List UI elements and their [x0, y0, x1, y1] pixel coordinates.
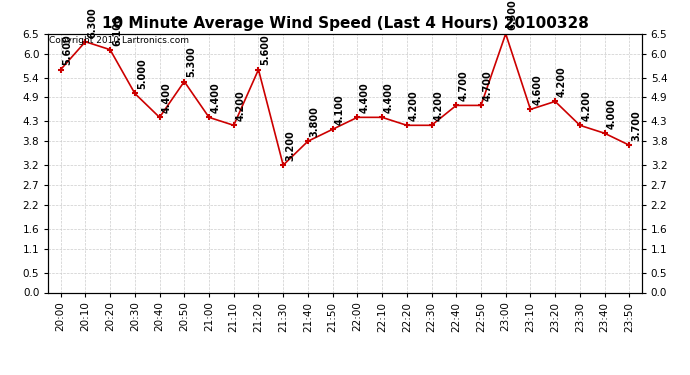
Text: 4.100: 4.100	[335, 94, 344, 125]
Text: Copyright 2010 Lartronics.com: Copyright 2010 Lartronics.com	[50, 36, 190, 45]
Title: 10 Minute Average Wind Speed (Last 4 Hours) 20100328: 10 Minute Average Wind Speed (Last 4 Hou…	[101, 16, 589, 31]
Text: 4.200: 4.200	[557, 66, 567, 97]
Text: 4.000: 4.000	[607, 98, 617, 129]
Text: 5.000: 5.000	[137, 58, 147, 89]
Text: 6.500: 6.500	[508, 0, 518, 30]
Text: 5.600: 5.600	[63, 34, 72, 65]
Text: 4.600: 4.600	[533, 75, 542, 105]
Text: 4.200: 4.200	[408, 90, 419, 121]
Text: 3.200: 3.200	[285, 130, 295, 161]
Text: 6.100: 6.100	[112, 15, 122, 45]
Text: 5.300: 5.300	[186, 46, 196, 77]
Text: 4.400: 4.400	[211, 82, 221, 113]
Text: 3.800: 3.800	[310, 106, 320, 137]
Text: 4.400: 4.400	[384, 82, 394, 113]
Text: 4.200: 4.200	[582, 90, 592, 121]
Text: 5.600: 5.600	[260, 34, 270, 65]
Text: 4.400: 4.400	[161, 82, 172, 113]
Text: 3.700: 3.700	[631, 110, 641, 141]
Text: 4.200: 4.200	[236, 90, 246, 121]
Text: 4.700: 4.700	[483, 70, 493, 101]
Text: 4.700: 4.700	[458, 70, 469, 101]
Text: 4.200: 4.200	[433, 90, 444, 121]
Text: 4.400: 4.400	[359, 82, 369, 113]
Text: 6.300: 6.300	[88, 7, 97, 38]
